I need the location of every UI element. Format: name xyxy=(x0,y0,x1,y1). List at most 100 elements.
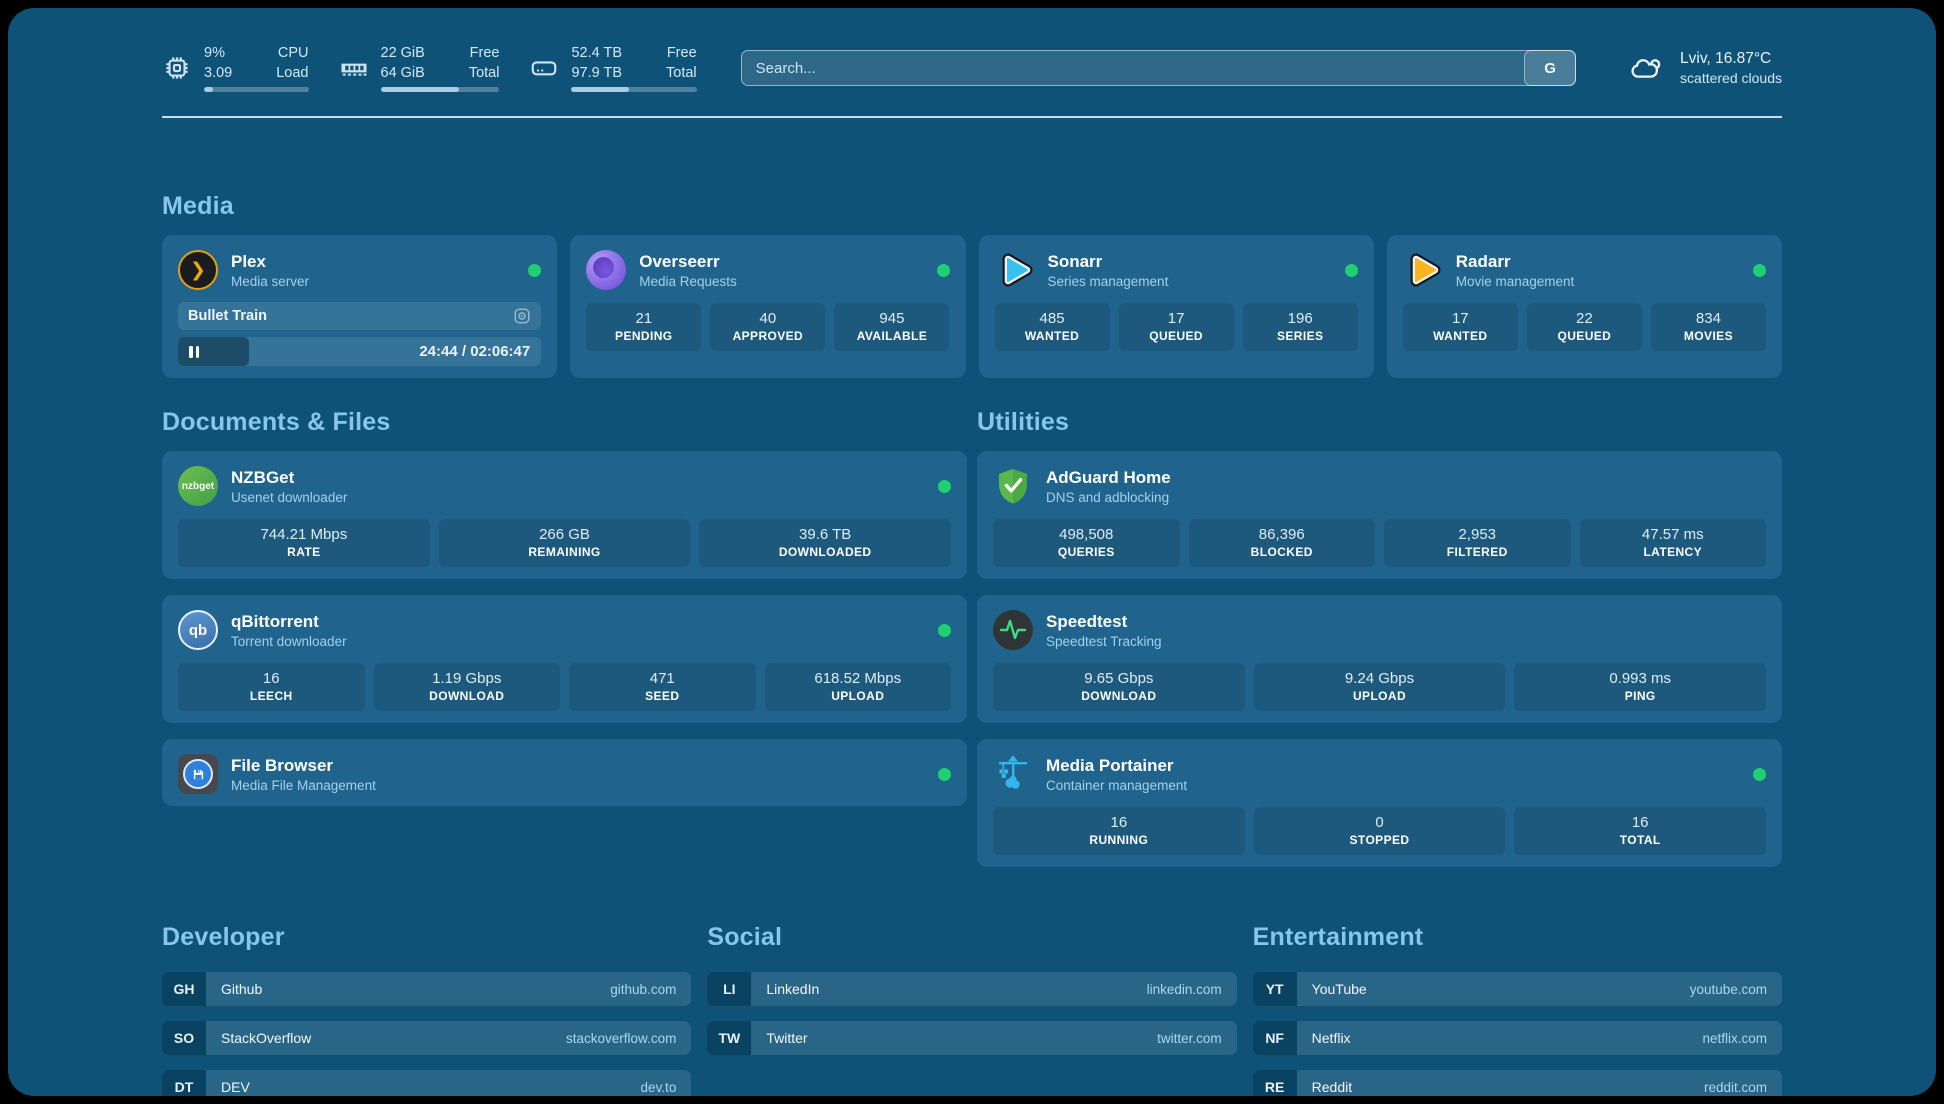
section-title-documents: Documents & Files xyxy=(162,408,391,436)
plex-icon: ❯ xyxy=(178,250,218,290)
link-youtube[interactable]: YT YouTube youtube.com xyxy=(1252,972,1782,1006)
status-dot xyxy=(1344,263,1358,277)
stat-tile: 16 LEECH xyxy=(178,663,365,711)
service-description: Speedtest Tracking xyxy=(1046,633,1162,649)
adguard-icon xyxy=(993,466,1033,506)
service-name: qBittorrent xyxy=(231,611,319,631)
link-url: netflix.com xyxy=(1702,1030,1767,1046)
link-url: linkedin.com xyxy=(1146,981,1222,997)
stat-tile: 17 QUEUED xyxy=(1118,303,1234,351)
stat-tile: 9.65 Gbps DOWNLOAD xyxy=(993,663,1245,711)
service-name: Overseerr xyxy=(639,251,720,271)
status-dot xyxy=(938,623,951,637)
cpu-stat: 9% 3.09 CPU Load xyxy=(162,44,309,92)
link-netflix[interactable]: NF Netflix netflix.com xyxy=(1252,1021,1782,1055)
stat-tile: 9.24 Gbps UPLOAD xyxy=(1253,663,1506,711)
status-dot xyxy=(938,479,951,493)
link-name: YouTube xyxy=(1311,981,1367,997)
service-card-portainer[interactable]: Media Portainer Container management 16 … xyxy=(977,739,1782,867)
cloud-icon xyxy=(1631,59,1661,78)
link-github[interactable]: GH Github github.com xyxy=(162,972,692,1006)
link-abbr: TW xyxy=(707,1021,752,1055)
service-card-sonarr[interactable]: Sonarr Series management 485 WANTED 17 Q… xyxy=(978,235,1374,378)
status-dot xyxy=(528,263,542,277)
link-linkedin[interactable]: LI LinkedIn linkedin.com xyxy=(707,972,1237,1006)
radarr-icon xyxy=(1403,250,1443,290)
system-stats: 9% 3.09 CPU Load xyxy=(162,44,697,92)
now-playing-title: Bullet Train xyxy=(188,308,267,324)
cpu-load-value: 3.09 xyxy=(204,64,233,81)
storage-free-label: Free xyxy=(666,45,697,62)
service-description: DNS and adblocking xyxy=(1046,489,1170,505)
link-url: twitter.com xyxy=(1157,1030,1222,1046)
link-twitter[interactable]: TW Twitter twitter.com xyxy=(707,1021,1237,1055)
service-name: NZBGet xyxy=(231,467,295,487)
stat-tile: 2,953 FILTERED xyxy=(1384,519,1571,567)
section-title-developer: Developer xyxy=(162,923,285,951)
stat-tile: 1.19 Gbps DOWNLOAD xyxy=(373,663,560,711)
service-card-qbittorrent[interactable]: qb qBittorrent Torrent downloader 16 LEE… xyxy=(162,595,967,723)
section-title-media: Media xyxy=(162,192,234,220)
link-name: Reddit xyxy=(1311,1079,1353,1095)
service-card-speedtest[interactable]: Speedtest Speedtest Tracking 9.65 Gbps D… xyxy=(977,595,1782,723)
link-stackoverflow[interactable]: SO StackOverflow stackoverflow.com xyxy=(162,1021,692,1055)
link-abbr: SO xyxy=(162,1021,206,1055)
stat-tile: 47.57 ms LATENCY xyxy=(1579,519,1766,567)
service-card-nzbget[interactable]: nzbget NZBGet Usenet downloader 744.21 M… xyxy=(162,451,967,579)
pause-button[interactable] xyxy=(189,345,199,358)
playback-progress-row: 24:44 / 02:06:47 xyxy=(178,337,542,366)
stat-tile: 266 GB REMAINING xyxy=(438,519,691,567)
stat-tile: 22 QUEUED xyxy=(1526,303,1642,351)
top-bar: 9% 3.09 CPU Load xyxy=(162,44,1782,92)
service-card-radarr[interactable]: Radarr Movie management 17 WANTED 22 QUE… xyxy=(1386,235,1782,378)
service-card-overseerr[interactable]: Overseerr Media Requests 21 PENDING 40 A… xyxy=(570,235,966,378)
weather-location: Lviv, 16.87°C xyxy=(1680,50,1772,67)
cpu-usage-value: 9% xyxy=(204,45,225,62)
link-url: dev.to xyxy=(640,1079,677,1095)
memory-progress-bar xyxy=(380,86,500,92)
service-description: Usenet downloader xyxy=(231,489,348,505)
session-camera-icon xyxy=(514,308,530,324)
search-input[interactable] xyxy=(740,50,1577,86)
overseerr-icon xyxy=(586,250,627,290)
stat-tile: 16 RUNNING xyxy=(993,807,1245,855)
now-playing-row: Bullet Train xyxy=(178,302,542,330)
stat-tile: 498,508 QUERIES xyxy=(993,519,1180,567)
storage-progress-bar xyxy=(571,86,697,92)
memory-total-label: Total xyxy=(468,64,500,81)
link-abbr: LI xyxy=(707,972,752,1006)
stat-tile: 945 AVAILABLE xyxy=(834,303,950,351)
playback-time: 24:44 / 02:06:47 xyxy=(419,343,531,360)
service-description: Container management xyxy=(1046,777,1188,793)
stat-tile: 17 WANTED xyxy=(1402,303,1518,351)
service-description: Media server xyxy=(231,273,310,289)
ram-icon xyxy=(341,63,366,76)
disk-icon xyxy=(532,61,557,76)
search-engine-button[interactable]: G xyxy=(1524,50,1577,86)
qbittorrent-icon: qb xyxy=(178,610,218,650)
link-name: Netflix xyxy=(1311,1030,1351,1046)
link-reddit[interactable]: RE Reddit reddit.com xyxy=(1252,1070,1782,1096)
status-dot xyxy=(936,263,950,277)
service-card-filebrowser[interactable]: File Browser Media File Management xyxy=(162,739,967,806)
link-name: Twitter xyxy=(766,1030,808,1046)
stat-tile: 40 APPROVED xyxy=(710,303,826,351)
dashboard-window: 9% 3.09 CPU Load xyxy=(8,8,1936,1096)
section-title-entertainment: Entertainment xyxy=(1252,923,1424,951)
link-name: LinkedIn xyxy=(766,981,820,997)
service-card-adguard[interactable]: AdGuard Home DNS and adblocking 498,508 … xyxy=(977,451,1782,579)
status-dot xyxy=(938,767,951,781)
memory-free-label: Free xyxy=(469,45,500,62)
stat-tile: 16 TOTAL xyxy=(1514,807,1767,855)
link-dev[interactable]: DT DEV dev.to xyxy=(162,1070,692,1096)
service-name: Radarr xyxy=(1455,251,1511,271)
link-name: DEV xyxy=(221,1079,250,1095)
link-name: Github xyxy=(221,981,263,997)
memory-total-value: 64 GiB xyxy=(380,64,425,81)
weather-condition: scattered clouds xyxy=(1680,70,1782,86)
service-description: Movie management xyxy=(1455,273,1575,289)
portainer-icon xyxy=(993,754,1033,794)
service-card-plex[interactable]: ❯ Plex Media server Bullet Train xyxy=(162,235,558,378)
service-name: Sonarr xyxy=(1047,251,1103,271)
stat-tile: 21 PENDING xyxy=(586,303,702,351)
